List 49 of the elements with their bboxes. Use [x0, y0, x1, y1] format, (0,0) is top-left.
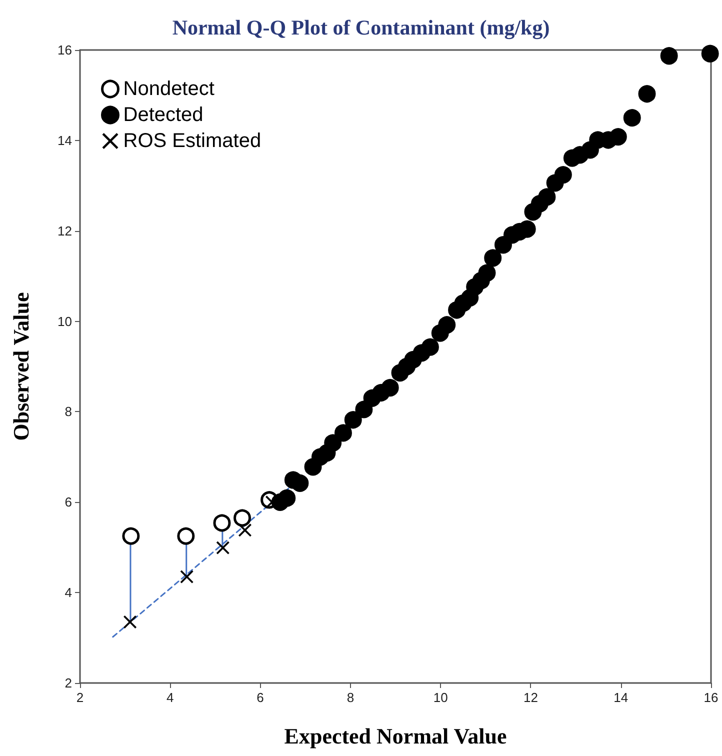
x-tick-label: 4 — [166, 690, 174, 705]
point — [124, 615, 137, 628]
point — [122, 527, 140, 545]
legend-label: Detected — [123, 104, 204, 126]
point — [291, 474, 309, 492]
legend-label: ROS Estimated — [123, 130, 262, 152]
y-tick-label: 10 — [58, 314, 72, 329]
chart-title: Normal Q-Q Plot of Contaminant (mg/kg) — [172, 16, 550, 40]
point — [478, 264, 496, 282]
x-tick-label: 6 — [256, 690, 264, 705]
point — [344, 411, 362, 429]
x-tick-label: 16 — [704, 690, 718, 705]
point — [180, 570, 194, 584]
point — [234, 509, 252, 527]
y-tick-label: 2 — [64, 676, 72, 690]
y-tick-label: 12 — [58, 223, 72, 238]
y-axis-title: Observed Value — [8, 292, 34, 441]
point — [701, 44, 719, 62]
y-tick-label: 8 — [64, 404, 72, 420]
point — [278, 489, 296, 507]
y-tick-label: 6 — [64, 494, 72, 510]
point — [334, 424, 352, 442]
point — [177, 527, 195, 545]
x-tick-label: 10 — [433, 690, 448, 705]
y-tick-label: 4 — [64, 585, 72, 600]
point — [484, 249, 502, 267]
y-tick-label: 16 — [58, 42, 72, 58]
x-tick-label: 2 — [76, 690, 84, 705]
x-tick-label: 8 — [346, 690, 354, 705]
legend-label: Nondetect — [123, 78, 215, 100]
point — [554, 166, 572, 184]
point — [609, 128, 627, 146]
point — [660, 47, 678, 65]
x-tick-label: 14 — [614, 690, 628, 705]
point — [355, 400, 373, 418]
point — [324, 434, 342, 452]
point — [213, 514, 231, 532]
point — [421, 338, 439, 356]
point — [216, 541, 230, 554]
point — [538, 188, 556, 206]
point — [381, 379, 399, 396]
point — [623, 109, 641, 127]
point — [494, 236, 512, 254]
x-tick-label: 12 — [523, 690, 538, 705]
x-axis-title: Expected Normal Value — [284, 724, 507, 748]
point — [438, 316, 456, 334]
point — [638, 85, 656, 103]
y-tick-label: 14 — [58, 132, 72, 148]
point — [238, 524, 252, 537]
